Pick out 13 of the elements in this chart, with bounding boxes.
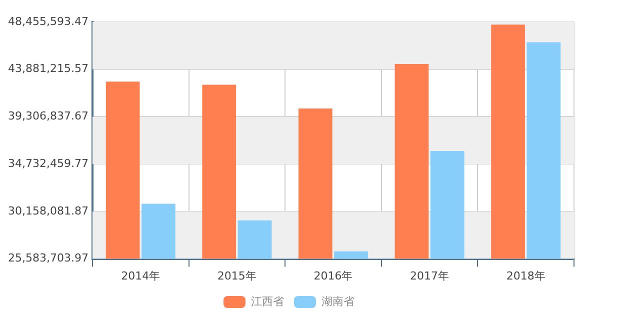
y-tick-label: 43,881,215.57 (8, 62, 88, 76)
legend-label: 江西省 (251, 294, 284, 308)
x-tick-label: 2017年 (410, 269, 450, 282)
y-tick-label: 39,306,837.67 (8, 110, 88, 123)
y-tick-label: 30,158,081.87 (8, 204, 88, 218)
y-tick-label: 48,455,593.47 (8, 14, 88, 28)
x-tick-label: 2015年 (217, 269, 256, 282)
x-tick-label: 2016年 (314, 269, 353, 282)
x-tick-label: 2018年 (506, 269, 546, 282)
y-tick-label: 34,732,459.77 (8, 156, 88, 170)
legend-label: 湖南省 (322, 294, 354, 308)
y-tick-label: 25,583,703.97 (8, 252, 88, 265)
x-tick-label: 2014年 (121, 269, 160, 282)
